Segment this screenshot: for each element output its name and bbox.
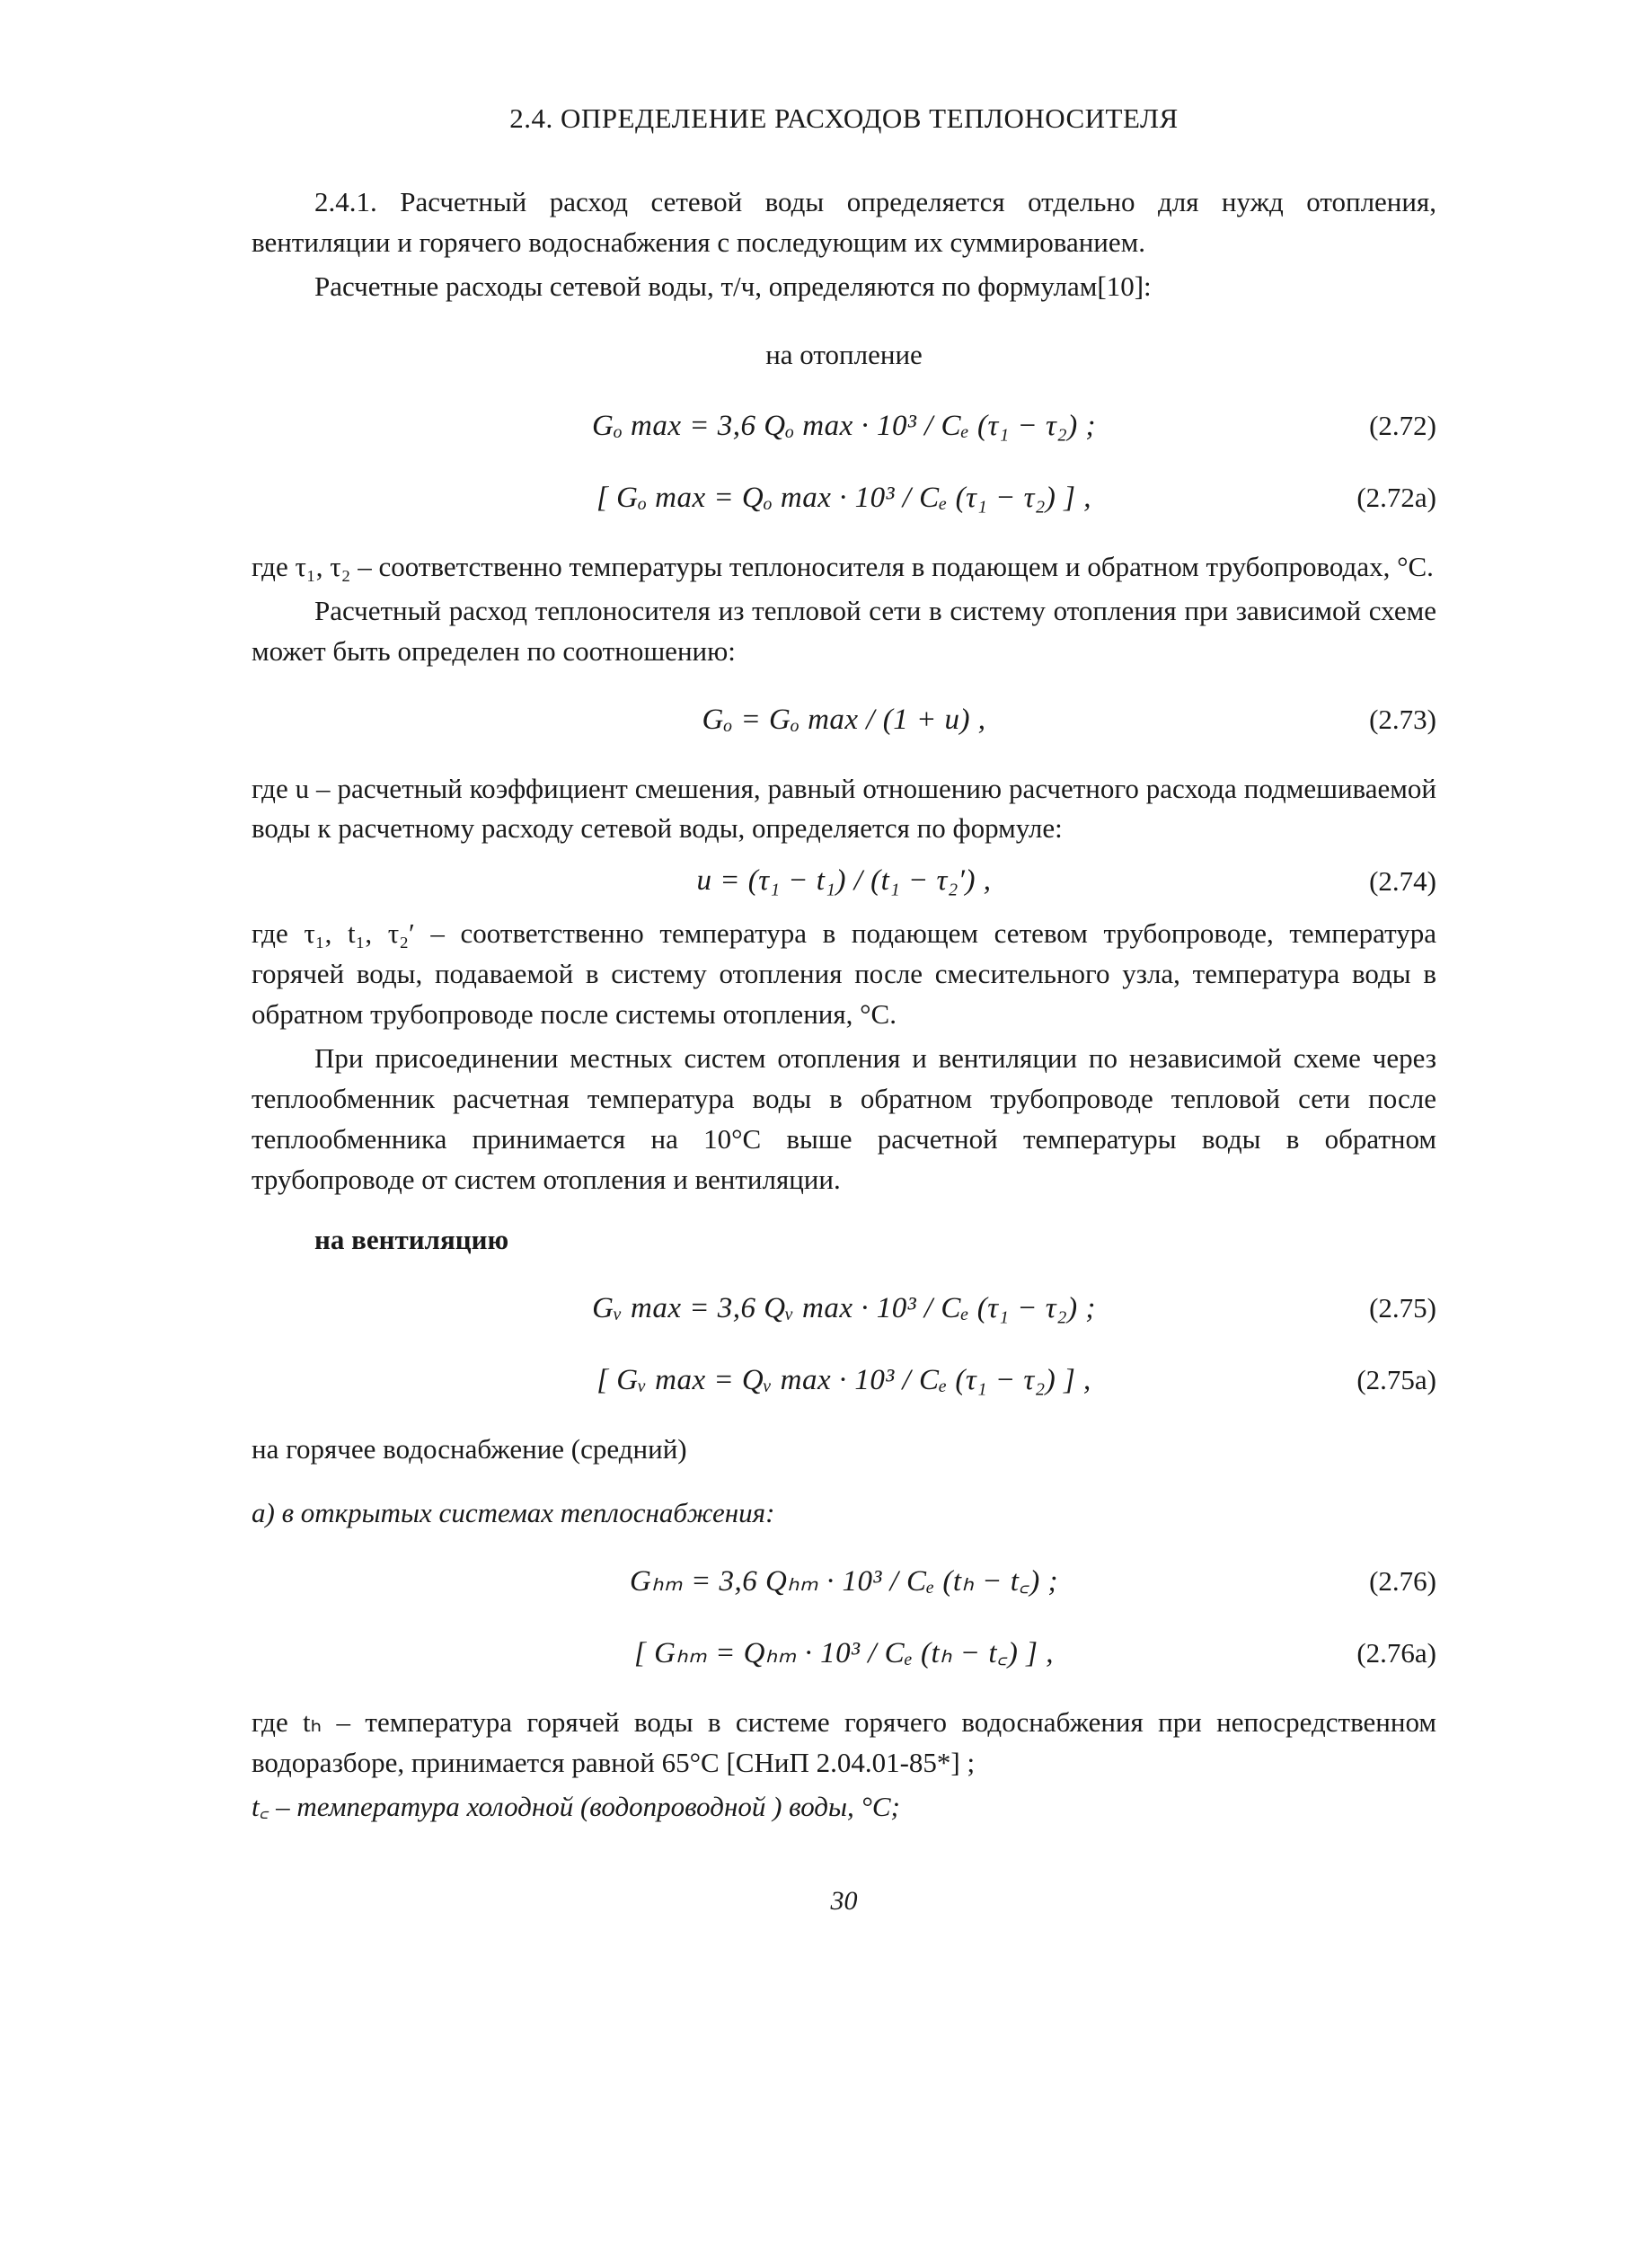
equation-number: (2.75)	[1369, 1288, 1436, 1329]
equation-body: Gₒ max = 3,6 Qₒ max · 10³ / Cₑ (τ₁ − τ₂)…	[592, 405, 1096, 448]
paragraph-after-273: где u – расчетный коэффициент смешения, …	[252, 769, 1436, 850]
equation-274: u = (τ₁ − t₁) / (t₁ − τ₂′) , (2.74)	[252, 858, 1436, 905]
section-title: 2.4. ОПРЕДЕЛЕНИЕ РАСХОДОВ ТЕПЛОНОСИТЕЛЯ	[252, 99, 1436, 139]
paragraph-after-276b: t꜀ – температура холодной (водопроводной…	[252, 1787, 1436, 1828]
equation-body: [ Gᵥ max = Qᵥ max · 10³ / Cₑ (τ₁ − τ₂) ]…	[596, 1359, 1091, 1403]
equation-body: [ Gₕₘ = Qₕₘ · 10³ / Cₑ (tₕ − t꜀) ] ,	[634, 1633, 1054, 1676]
paragraph-after-274b: При присоединении местных систем отоплен…	[252, 1039, 1436, 1200]
paragraph-after-274a: где τ₁, t₁, τ₂′ – соответственно темпера…	[252, 914, 1436, 1035]
equation-body: Gₕₘ = 3,6 Qₕₘ · 10³ / Cₑ (tₕ − t꜀) ;	[630, 1561, 1058, 1604]
paragraph-intro: Расчетные расходы сетевой воды, т/ч, опр…	[252, 267, 1436, 307]
equation-276: Gₕₘ = 3,6 Qₕₘ · 10³ / Cₑ (tₕ − t꜀) ; (2.…	[252, 1559, 1436, 1606]
equation-number: (2.76)	[1369, 1562, 1436, 1602]
page-number: 30	[252, 1882, 1436, 1921]
equation-number: (2.75а)	[1356, 1360, 1436, 1401]
equation-276a: [ Gₕₘ = Qₕₘ · 10³ / Cₑ (tₕ − t꜀) ] , (2.…	[252, 1631, 1436, 1678]
equation-number: (2.72а)	[1356, 478, 1436, 518]
paragraph-after-272: где τ₁, τ₂ – соответственно температуры …	[252, 547, 1436, 588]
equation-body: [ Gₒ max = Qₒ max · 10³ / Cₑ (τ₁ − τ₂) ]…	[596, 477, 1091, 520]
paragraph-after-276a: где tₕ – температура горячей воды в сист…	[252, 1703, 1436, 1784]
equation-body: Gₒ = Gₒ max / (1 + u) ,	[702, 699, 986, 742]
label-heating: на отопление	[252, 335, 1436, 376]
equation-number: (2.74)	[1369, 862, 1436, 902]
equation-272a: [ Gₒ max = Qₒ max · 10³ / Cₑ (τ₁ − τ₂) ]…	[252, 475, 1436, 522]
document-page: 2.4. ОПРЕДЕЛЕНИЕ РАСХОДОВ ТЕПЛОНОСИТЕЛЯ …	[0, 0, 1652, 2249]
label-ventilation: на вентиляцию	[252, 1220, 1436, 1261]
paragraph-dependent-scheme: Расчетный расход теплоносителя из теплов…	[252, 591, 1436, 672]
equation-275a: [ Gᵥ max = Qᵥ max · 10³ / Cₑ (τ₁ − τ₂) ]…	[252, 1358, 1436, 1404]
equation-body: Gᵥ max = 3,6 Qᵥ max · 10³ / Cₑ (τ₁ − τ₂)…	[592, 1288, 1096, 1331]
label-gvs: на горячее водоснабжение (средний)	[252, 1430, 1436, 1470]
equation-number: (2.76а)	[1356, 1634, 1436, 1674]
label-open-systems: а) в открытых системах теплоснабжения:	[252, 1493, 1436, 1534]
equation-number: (2.73)	[1369, 700, 1436, 740]
equation-275: Gᵥ max = 3,6 Qᵥ max · 10³ / Cₑ (τ₁ − τ₂)…	[252, 1286, 1436, 1333]
equation-272: Gₒ max = 3,6 Qₒ max · 10³ / Cₑ (τ₁ − τ₂)…	[252, 403, 1436, 450]
equation-273: Gₒ = Gₒ max / (1 + u) , (2.73)	[252, 697, 1436, 744]
paragraph-241: 2.4.1. Расчетный расход сетевой воды опр…	[252, 182, 1436, 263]
equation-body: u = (τ₁ − t₁) / (t₁ − τ₂′) ,	[697, 860, 992, 903]
equation-number: (2.72)	[1369, 406, 1436, 447]
